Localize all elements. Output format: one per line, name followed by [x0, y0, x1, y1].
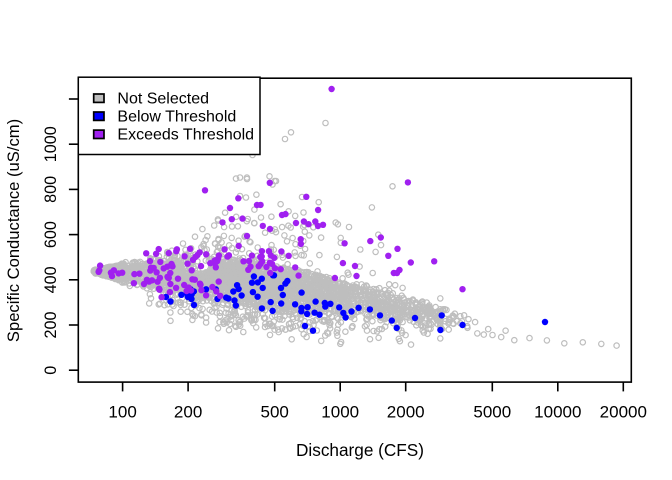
- svg-text:1000: 1000: [42, 126, 60, 162]
- svg-text:Below Threshold: Below Threshold: [117, 109, 236, 126]
- svg-text:Exceeds Threshold: Exceeds Threshold: [117, 127, 254, 144]
- svg-text:Discharge (CFS): Discharge (CFS): [296, 440, 424, 460]
- svg-text:600: 600: [42, 221, 60, 248]
- svg-text:10000: 10000: [534, 402, 581, 421]
- svg-text:Not Selected: Not Selected: [117, 91, 209, 108]
- svg-text:2000: 2000: [387, 402, 425, 421]
- svg-text:5000: 5000: [473, 402, 511, 421]
- svg-text:100: 100: [108, 402, 136, 421]
- svg-text:500: 500: [261, 402, 289, 421]
- svg-text:0: 0: [42, 366, 60, 375]
- svg-text:200: 200: [174, 402, 202, 421]
- svg-text:1000: 1000: [321, 402, 359, 421]
- svg-text:200: 200: [42, 311, 60, 338]
- svg-text:20000: 20000: [600, 402, 647, 421]
- svg-text:800: 800: [42, 176, 60, 203]
- svg-text:400: 400: [42, 266, 60, 293]
- svg-text:Specific Conductance (uS/cm): Specific Conductance (uS/cm): [4, 119, 23, 342]
